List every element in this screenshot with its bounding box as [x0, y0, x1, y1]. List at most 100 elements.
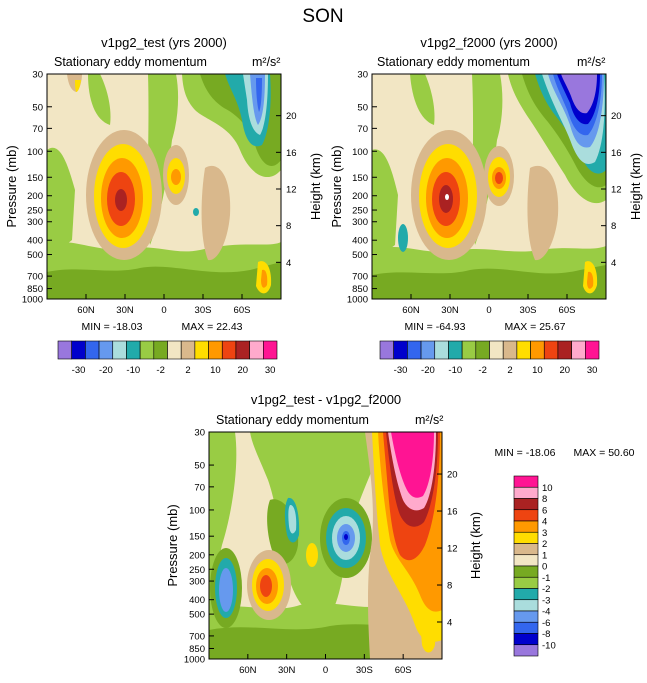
y-tick-label: 850: [352, 284, 368, 295]
x-tick-label: 30N: [441, 305, 459, 316]
x-tick-label: 0: [323, 665, 328, 676]
x-tick-label: 30S: [520, 305, 537, 316]
colorbar-label: -10: [126, 365, 140, 376]
colorbar-label: 6: [542, 505, 547, 516]
colorbar-swatch: [475, 340, 490, 360]
colorbar-label: -20: [99, 365, 113, 376]
panel-2-region: [561, 74, 597, 114]
colorbar-swatch: [208, 340, 223, 360]
colorbar-label: 30: [265, 365, 276, 376]
panel-1-ylabel: Pressure (mb): [4, 145, 19, 227]
panel-3-region: [260, 575, 272, 597]
y-tick-label: 50: [194, 461, 205, 472]
colorbar-swatch: [263, 340, 278, 360]
colorbar-label: -1: [542, 573, 550, 584]
y2-tick-label: 16: [286, 148, 297, 159]
panel-1-title: v1pg2_test (yrs 2000): [101, 35, 227, 50]
x-tick-label: 30S: [195, 305, 212, 316]
y-tick-label: 700: [352, 272, 368, 283]
colorbar-label: 20: [559, 365, 570, 376]
colorbar-swatch: [513, 486, 539, 499]
y-tick-label: 50: [357, 102, 368, 113]
colorbar-label: 3: [542, 528, 547, 539]
colorbar-label: 8: [542, 494, 547, 505]
colorbar-label: 2: [185, 365, 190, 376]
colorbar-swatch: [194, 340, 209, 360]
panel-1-subtitle: Stationary eddy momentum: [54, 55, 207, 69]
panel-2-max: MAX = 25.67: [505, 321, 566, 333]
colorbar-label: 2: [542, 539, 547, 550]
panel-3-region: [306, 543, 318, 567]
x-tick-label: 60S: [234, 305, 251, 316]
colorbar-swatch: [71, 340, 86, 360]
panel-2-region: [445, 194, 449, 200]
colorbar-label: -8: [542, 629, 550, 640]
panel-3: v1pg2_test - v1pg2_f2000 Stationary eddy…: [165, 392, 635, 676]
colorbar-swatch: [513, 599, 539, 612]
panel-1-colorbar: -30 -20 -10 -2 2 10 20 30: [57, 340, 278, 376]
colorbar-swatch: [221, 340, 237, 360]
y-tick-label: 70: [32, 124, 43, 135]
x-tick-label: 60N: [402, 305, 420, 316]
colorbar-swatch: [516, 340, 531, 360]
colorbar-label: -2: [156, 365, 164, 376]
colorbar-swatch: [420, 340, 436, 360]
y-tick-label: 200: [189, 550, 205, 561]
colorbar-swatch: [393, 340, 408, 360]
panel-3-min: MIN = -18.06: [495, 447, 556, 459]
colorbar-label: 30: [587, 365, 598, 376]
panel-1-y2label: Height (km): [308, 153, 323, 220]
colorbar-label: 2: [507, 365, 512, 376]
y-tick-label: 100: [27, 147, 43, 158]
y-tick-label: 850: [27, 284, 43, 295]
y2-tick-label: 12: [286, 185, 297, 196]
panel-1-region: [47, 147, 75, 260]
panel-1-region: [193, 208, 199, 216]
y2-tick-label: 12: [447, 544, 458, 555]
y2-tick-label: 4: [611, 258, 616, 269]
colorbar-swatch: [557, 340, 572, 360]
colorbar-swatch: [167, 340, 182, 360]
panel-2-region: [495, 172, 503, 184]
y-tick-label: 500: [189, 610, 205, 621]
colorbar-swatch: [513, 543, 539, 556]
panel-2-subtitle: Stationary eddy momentum: [377, 55, 530, 69]
y-tick-label: 1000: [22, 295, 43, 306]
colorbar-swatch: [513, 610, 539, 623]
y2-tick-label: 20: [286, 111, 297, 122]
y-tick-label: 30: [32, 70, 43, 81]
panel-1: v1pg2_test (yrs 2000) Stationary eddy mo…: [4, 35, 323, 376]
panel-2-region: [587, 271, 594, 289]
colorbar-swatch: [85, 340, 100, 360]
panel-3-region: [288, 504, 297, 534]
y-tick-label: 250: [189, 565, 205, 576]
panel-1-region: [115, 189, 127, 211]
colorbar-label: -6: [542, 618, 550, 629]
panel-1-min: MIN = -18.03: [82, 321, 143, 333]
y-tick-label: 250: [352, 206, 368, 217]
colorbar-label: 20: [237, 365, 248, 376]
colorbar-swatch: [513, 475, 539, 488]
panel-2-min: MIN = -64.93: [405, 321, 466, 333]
panel-3-title: v1pg2_test - v1pg2_f2000: [251, 392, 401, 407]
panel-3-region: [391, 432, 434, 498]
panel-2-region: [372, 149, 398, 262]
y-tick-label: 400: [27, 236, 43, 247]
panel-3-contours: [209, 432, 442, 659]
colorbar-swatch: [513, 520, 539, 533]
colorbar-swatch: [139, 340, 155, 360]
y-tick-label: 250: [27, 206, 43, 217]
panel-3-region: [209, 432, 237, 640]
colorbar-swatch: [513, 565, 539, 578]
colorbar-label: -20: [421, 365, 435, 376]
panel-3-region: [420, 618, 436, 653]
panel-2-y2label: Height (km): [628, 153, 643, 220]
panel-3-subtitle: Stationary eddy momentum: [216, 413, 369, 427]
panel-1-units: m²/s²: [252, 55, 280, 69]
colorbar-swatch: [180, 340, 196, 360]
colorbar-label: -2: [478, 365, 486, 376]
